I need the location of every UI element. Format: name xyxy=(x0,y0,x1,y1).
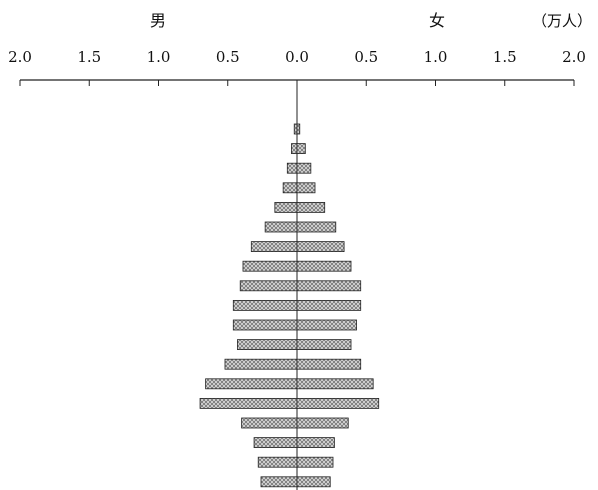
male-bar xyxy=(239,280,298,292)
male-bar xyxy=(264,221,298,233)
male-bar xyxy=(232,319,298,331)
x-tick-label: 1.0 xyxy=(424,48,448,66)
female-bar xyxy=(296,221,337,233)
female-bar xyxy=(296,319,357,331)
x-tick-label: 1.5 xyxy=(493,48,517,66)
x-tick-label: 1.5 xyxy=(77,48,101,66)
female-bar xyxy=(296,358,362,370)
female-bar xyxy=(296,280,362,292)
female-bar xyxy=(296,417,349,429)
female-side-label: 女 xyxy=(429,11,445,30)
x-tick-label: 0.5 xyxy=(354,48,378,66)
female-bar xyxy=(296,182,316,194)
x-tick-label: 0.0 xyxy=(285,48,309,66)
unit-label: （万人） xyxy=(532,12,592,30)
male-bar xyxy=(286,162,298,174)
male-bar xyxy=(232,299,298,311)
male-bar xyxy=(241,417,298,429)
female-bar xyxy=(296,476,331,488)
x-tick-label: 2.0 xyxy=(562,48,586,66)
male-bar xyxy=(274,201,298,213)
male-bar xyxy=(205,378,298,390)
female-bar xyxy=(296,378,374,390)
female-bar xyxy=(296,299,362,311)
male-bar xyxy=(242,260,298,272)
female-bar xyxy=(296,339,352,351)
male-bar xyxy=(224,358,298,370)
female-bar xyxy=(296,201,326,213)
female-bar xyxy=(296,123,301,135)
male-bar xyxy=(250,241,298,253)
x-tick-label: 1.0 xyxy=(147,48,171,66)
male-bar xyxy=(282,182,298,194)
female-bar xyxy=(296,162,312,174)
female-bar xyxy=(296,437,335,449)
female-bar xyxy=(296,397,380,409)
x-tick-label: 0.5 xyxy=(216,48,240,66)
female-bar xyxy=(296,241,345,253)
male-bar xyxy=(257,456,298,468)
x-tick-label: 2.0 xyxy=(8,48,32,66)
female-bar xyxy=(296,143,306,155)
male-bar xyxy=(199,397,298,409)
male-bar xyxy=(253,437,298,449)
male-bar xyxy=(260,476,298,488)
male-bar xyxy=(237,339,298,351)
female-bar xyxy=(296,456,334,468)
female-bar xyxy=(296,260,352,272)
male-bar xyxy=(291,143,298,155)
male-side-label: 男 xyxy=(150,11,166,30)
male-bar xyxy=(293,123,298,135)
